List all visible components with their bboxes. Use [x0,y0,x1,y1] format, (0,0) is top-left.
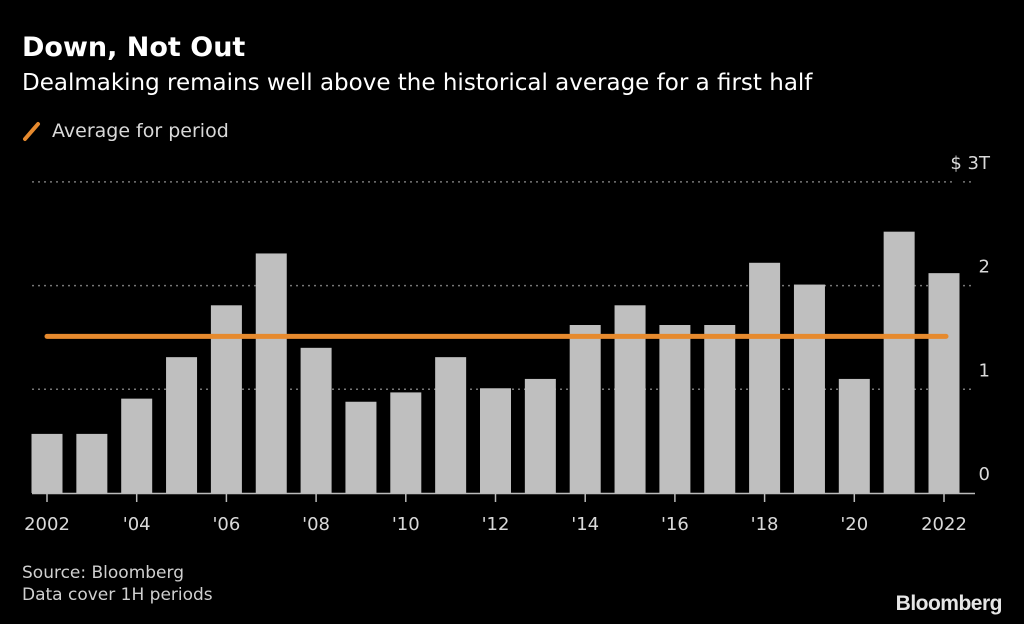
bar-2006 [210,305,242,493]
x-axis-labels: 2002 '04 '06 '08 '10 '12 '14 '16 '18 '20 2022 [24,493,967,535]
bar-2021 [883,231,915,493]
bar-2015 [614,305,646,493]
bar-2020 [838,378,870,493]
bar-2012 [480,388,511,493]
x-tick-label: '16 [661,514,689,535]
bar-2014 [569,325,601,493]
bar-2010 [390,392,422,493]
y-tick-label: $ 3T [950,153,991,174]
legend: Average for period [22,120,229,142]
x-tick-label: 2002 [24,514,70,535]
x-tick-label: '06 [212,514,240,535]
y-tick-label: 0 [979,464,990,485]
x-tick-label: '04 [123,514,151,535]
bar-2005 [166,357,198,493]
bar-2003 [76,433,108,493]
bar-2022 [928,273,960,493]
bar-2004 [121,398,153,493]
x-tick-label: '10 [392,514,420,535]
y-tick-label: 1 [979,360,990,381]
x-tick-label: '12 [482,514,510,535]
bar-2017 [704,325,736,493]
bar-2019 [793,284,825,493]
bar-2008 [300,347,332,493]
data-note: Data cover 1H periods [22,585,213,605]
chart-title: Down, Not Out [22,32,246,63]
bar-2007 [255,253,287,493]
x-tick-label: 2022 [921,514,967,535]
bar-2009 [345,401,377,493]
x-tick-label: '08 [302,514,330,535]
x-tick-label: '20 [840,514,868,535]
bar-2002 [31,433,63,493]
bar-2011 [435,357,467,493]
footer: Source: Bloomberg Data cover 1H periods [22,562,213,606]
bars [31,231,960,493]
chart-subtitle: Dealmaking remains well above the histor… [22,70,813,96]
average-line-legend-icon [23,122,40,141]
x-tick-label: '14 [571,514,599,535]
bar-2013 [524,378,556,493]
bar-2016 [659,325,691,493]
y-axis-labels: 0 1 2 $ 3T [950,153,991,485]
source-note: Source: Bloomberg [22,563,184,583]
bloomberg-logo: Bloomberg [895,592,1003,615]
gridlines [32,181,975,391]
legend-label-average: Average for period [52,120,229,142]
y-tick-label: 2 [979,257,990,278]
x-tick-label: '18 [751,514,779,535]
bar-2018 [749,262,781,493]
